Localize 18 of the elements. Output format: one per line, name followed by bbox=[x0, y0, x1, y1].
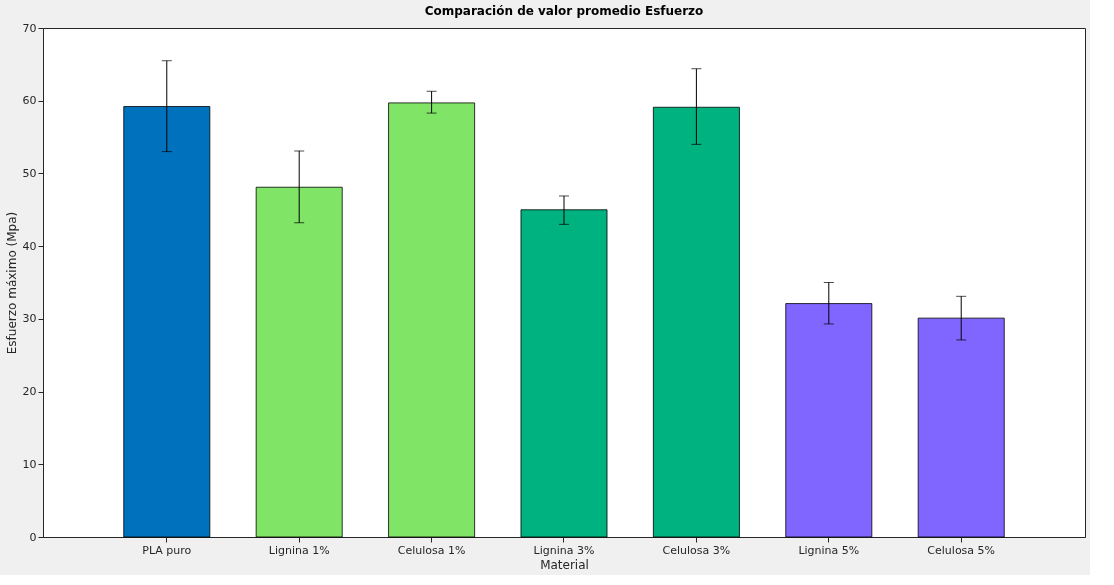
y-axis-title: Esfuerzo máximo (Mpa) bbox=[4, 211, 19, 355]
y-tick-label: 30 bbox=[22, 312, 37, 326]
x-tick-label: Celulosa 1% bbox=[397, 543, 466, 557]
x-tick-label: Lignina 3% bbox=[533, 543, 595, 557]
y-tick-label: 40 bbox=[22, 239, 37, 253]
y-tick-label: 70 bbox=[22, 21, 37, 35]
y-tick-label: 50 bbox=[22, 166, 37, 180]
y-tick-label: 60 bbox=[22, 94, 37, 108]
x-tick-label: Lignina 1% bbox=[268, 543, 330, 557]
x-tick-label: Celulosa 3% bbox=[662, 543, 731, 557]
y-tick-label: 10 bbox=[22, 457, 37, 471]
x-axis-title: Material bbox=[540, 557, 589, 572]
y-tick-label: 0 bbox=[29, 530, 37, 544]
x-tick-label: Celulosa 5% bbox=[927, 543, 996, 557]
x-tick-label: Lignina 5% bbox=[798, 543, 860, 557]
y-tick-label: 20 bbox=[22, 385, 37, 399]
x-tick-label: PLA puro bbox=[142, 543, 192, 557]
chart-title: Comparación de valor promedio Esfuerzo bbox=[424, 4, 704, 18]
